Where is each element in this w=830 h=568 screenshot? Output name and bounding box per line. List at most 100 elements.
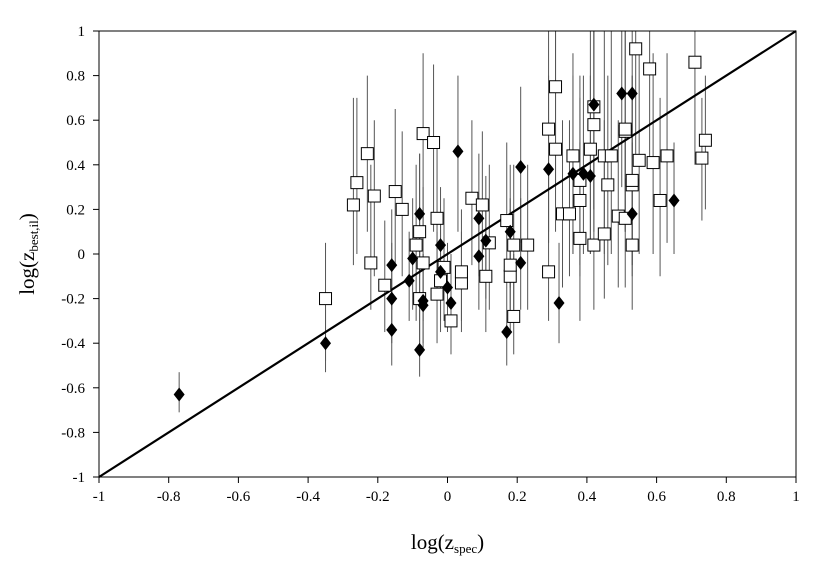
x-tick-label: -0.2 — [366, 489, 390, 505]
open-square-marker — [646, 156, 660, 170]
open-square-marker — [444, 314, 458, 328]
filled-diamond-marker — [626, 206, 638, 221]
open-square-marker — [653, 193, 667, 207]
y-tick-label: 0.8 — [66, 69, 85, 85]
open-square-marker — [364, 256, 378, 270]
open-square-marker — [388, 185, 402, 199]
open-square-marker — [378, 278, 392, 292]
open-square-marker — [695, 151, 709, 165]
open-square-marker — [346, 198, 360, 212]
filled-diamond-marker — [414, 206, 426, 221]
open-square-marker — [427, 136, 441, 149]
open-square-marker — [454, 265, 468, 279]
x-tick-label: 0.6 — [647, 489, 666, 505]
open-square-marker — [562, 207, 576, 221]
x-axis-ticks: -1 -0.8 -0.6 -0.4 -0.2 0 0.2 0.4 0.6 0.8 1 — [93, 477, 800, 505]
y-axis-title: log(zbest,il) — [15, 213, 41, 295]
open-square-marker — [688, 55, 702, 69]
open-square-marker — [395, 202, 409, 216]
y-tick-label: -1 — [73, 470, 86, 486]
filled-diamond-marker — [435, 264, 447, 279]
open-square-marker — [360, 147, 374, 161]
open-square-marker — [643, 62, 657, 76]
filled-diamond-marker — [386, 258, 398, 273]
y-tick-label: 0 — [78, 247, 86, 263]
y-tick-label: 0.4 — [66, 158, 85, 174]
filled-diamond-marker — [626, 86, 638, 101]
filled-diamond-marker — [473, 211, 485, 226]
open-square-marker — [601, 178, 615, 192]
open-square-marker — [629, 42, 643, 56]
open-square-marker — [573, 231, 587, 245]
y-tick-label: 0.2 — [66, 202, 85, 218]
x-tick-label: -0.4 — [296, 489, 320, 505]
filled-diamond-marker — [452, 144, 464, 159]
filled-diamond-marker — [442, 280, 453, 295]
open-square-marker — [542, 122, 556, 136]
y-tick-label: -0.8 — [61, 425, 85, 441]
open-square-marker — [660, 149, 674, 163]
open-square-marker — [503, 258, 517, 272]
open-square-marker — [367, 189, 381, 203]
filled-diamond-marker — [414, 342, 426, 357]
open-square-marker — [625, 238, 639, 252]
x-tick-label: 0.4 — [578, 489, 597, 505]
open-square-marker — [587, 118, 601, 132]
filled-diamond-marker — [588, 97, 600, 112]
open-square-marker — [625, 173, 639, 187]
filled-diamond-marker — [553, 296, 565, 311]
open-square-marker — [521, 238, 535, 252]
open-square-marker — [416, 256, 430, 270]
filled-diamond-marker — [403, 273, 415, 288]
open-square-marker — [604, 149, 618, 163]
filled-diamond-marker — [386, 322, 398, 337]
filled-diamond-marker — [173, 387, 185, 402]
filled-diamond-marker — [386, 291, 398, 306]
open-square-marker — [573, 193, 587, 207]
x-tick-label: 0.2 — [508, 489, 527, 505]
open-square-marker — [503, 269, 517, 283]
open-square-marker — [542, 265, 556, 279]
filled-diamond-marker — [480, 233, 492, 248]
y-tick-label: 0.6 — [66, 113, 85, 129]
filled-diamond-marker — [543, 162, 555, 177]
open-square-marker — [618, 122, 632, 136]
open-square-marker — [507, 309, 521, 323]
filled-diamond-marker — [501, 325, 513, 340]
open-square-marker — [583, 142, 597, 156]
filled-diamond-marker — [473, 249, 485, 264]
open-square-marker — [500, 214, 514, 228]
open-square-marker — [465, 191, 479, 205]
y-axis-ticks: -1 -0.8 -0.6 -0.4 -0.2 0 0.2 0.4 0.6 0.8 1 — [61, 24, 99, 486]
open-square-marker — [587, 238, 601, 252]
filled-diamond-marker — [584, 168, 596, 183]
filled-diamond-marker — [435, 238, 447, 253]
open-square-marker — [479, 269, 493, 283]
open-square-marker — [507, 238, 521, 252]
x-tick-label: -0.8 — [157, 489, 181, 505]
filled-diamond-marker — [320, 336, 332, 351]
x-tick-label: 0.8 — [717, 489, 736, 505]
open-square-marker — [430, 287, 444, 301]
open-square-marker — [416, 127, 430, 141]
y-tick-label: 1 — [78, 24, 86, 40]
x-tick-label: 0 — [444, 489, 452, 505]
open-square-marker — [409, 238, 423, 252]
filled-diamond-marker — [567, 166, 579, 181]
filled-diamond-marker — [504, 224, 516, 239]
filled-diamond-marker — [417, 298, 429, 313]
open-square-marker — [475, 198, 489, 212]
filled-diamond-marker — [445, 296, 457, 311]
open-square-marker — [430, 211, 444, 225]
open-square-marker — [350, 176, 364, 190]
filled-diamond-marker — [407, 251, 419, 266]
open-square-marker — [413, 225, 427, 239]
x-axis-title: log(zspec) — [411, 530, 484, 556]
x-tick-label: -0.6 — [227, 489, 251, 505]
open-square-marker — [549, 142, 563, 156]
open-square-marker — [549, 80, 563, 94]
open-square-marker — [566, 149, 580, 163]
y-tick-label: -0.2 — [61, 292, 85, 308]
filled-diamond-marker — [515, 160, 527, 175]
